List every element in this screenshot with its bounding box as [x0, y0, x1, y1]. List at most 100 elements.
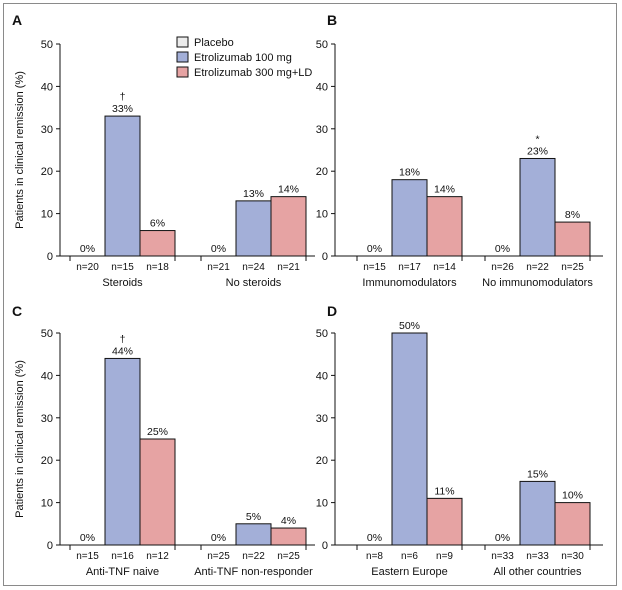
data-label: 14% — [278, 184, 299, 196]
n-label: n=33 — [526, 551, 549, 562]
significance-marker: † — [120, 333, 126, 345]
n-label: n=22 — [242, 551, 265, 562]
y-tick-label: 50 — [316, 39, 328, 51]
n-label: n=18 — [146, 262, 169, 273]
y-tick-label: 0 — [322, 251, 328, 263]
y-tick-label: 40 — [41, 81, 53, 93]
y-tick-label: 50 — [41, 328, 53, 340]
y-tick-label: 10 — [316, 498, 328, 510]
legend-swatch — [176, 36, 189, 48]
y-tick-label: 30 — [316, 413, 328, 425]
legend-label: Placebo — [194, 37, 234, 49]
category-label: Eastern Europe — [371, 566, 447, 578]
data-label: 0% — [80, 532, 95, 544]
data-label: 6% — [150, 218, 165, 230]
bar-A-0-2 — [139, 230, 176, 257]
data-label: 5% — [246, 511, 261, 523]
bar-C-0-1 — [104, 357, 141, 546]
y-tick-label: 0 — [322, 540, 328, 552]
n-label: n=21 — [277, 262, 300, 273]
bar-A-1-2 — [270, 196, 307, 257]
bar-C-1-2 — [270, 527, 307, 546]
data-label: 23% — [527, 145, 548, 157]
n-label: n=33 — [491, 551, 514, 562]
y-tick-label: 20 — [41, 455, 53, 467]
category-label: No steroids — [226, 277, 282, 289]
data-label: 25% — [147, 426, 168, 438]
data-label: 0% — [367, 532, 382, 544]
n-label: n=26 — [491, 262, 514, 273]
significance-marker: * — [535, 133, 539, 145]
n-label: n=15 — [111, 262, 134, 273]
category-label: All other countries — [493, 566, 582, 578]
n-label: n=17 — [398, 262, 421, 273]
panel-letter-A: A — [12, 12, 22, 28]
n-label: n=16 — [111, 551, 134, 562]
y-tick-label: 30 — [41, 124, 53, 136]
legend-swatch — [176, 66, 189, 78]
bar-D-0-2 — [426, 497, 463, 546]
n-label: n=9 — [436, 551, 453, 562]
y-tick-label: 40 — [41, 370, 53, 382]
n-label: n=8 — [366, 551, 383, 562]
y-tick-label: 10 — [41, 209, 53, 221]
panel-letter-C: C — [12, 303, 22, 319]
y-tick-label: 50 — [41, 39, 53, 51]
bar-B-1-2 — [554, 221, 591, 257]
y-tick-label: 20 — [316, 166, 328, 178]
category-label: Anti-TNF naive — [86, 566, 159, 578]
y-tick-label: 10 — [316, 209, 328, 221]
n-label: n=20 — [76, 262, 99, 273]
data-label: 15% — [527, 468, 548, 480]
n-label: n=15 — [76, 551, 99, 562]
y-tick-label: 40 — [316, 81, 328, 93]
n-label: n=30 — [561, 551, 584, 562]
y-tick-label: 20 — [41, 166, 53, 178]
n-label: n=25 — [207, 551, 230, 562]
bar-B-0-1 — [391, 179, 428, 257]
n-label: n=25 — [561, 262, 584, 273]
y-tick-label: 0 — [47, 540, 53, 552]
panel-letter-D: D — [327, 303, 337, 319]
data-label: 33% — [112, 103, 133, 115]
bar-C-0-2 — [139, 438, 176, 546]
bar-A-1-1 — [235, 200, 272, 257]
data-label: 50% — [399, 320, 420, 332]
y-tick-label: 50 — [316, 328, 328, 340]
bar-D-0-1 — [391, 332, 428, 546]
y-axis-label: Patients in clinical remission (%) — [14, 360, 26, 518]
panel-letter-B: B — [327, 12, 337, 28]
n-label: n=25 — [277, 551, 300, 562]
legend-label: Etrolizumab 300 mg+LD — [194, 67, 312, 79]
significance-marker: † — [120, 91, 126, 103]
category-label: Anti-TNF non-responder — [194, 566, 313, 578]
legend-swatch — [176, 51, 189, 63]
data-label: 18% — [399, 167, 420, 179]
data-label: 0% — [211, 243, 226, 255]
data-label: 14% — [434, 184, 455, 196]
y-axis-label: Patients in clinical remission (%) — [14, 71, 26, 229]
n-label: n=21 — [207, 262, 230, 273]
y-tick-label: 30 — [316, 124, 328, 136]
y-tick-label: 40 — [316, 370, 328, 382]
data-label: 0% — [495, 532, 510, 544]
y-tick-label: 30 — [41, 413, 53, 425]
data-label: 0% — [495, 243, 510, 255]
data-label: 11% — [434, 485, 454, 497]
category-label: Steroids — [102, 277, 143, 289]
n-label: n=12 — [146, 551, 169, 562]
n-label: n=14 — [433, 262, 456, 273]
data-label: 44% — [112, 345, 133, 357]
data-label: 10% — [562, 490, 583, 502]
y-tick-label: 20 — [316, 455, 328, 467]
data-label: 0% — [80, 243, 95, 255]
bar-D-1-2 — [554, 502, 591, 546]
data-label: 8% — [565, 209, 580, 221]
n-label: n=6 — [401, 551, 418, 562]
data-label: 13% — [243, 188, 264, 200]
bar-B-1-1 — [519, 157, 556, 257]
category-label: No immunomodulators — [482, 277, 593, 289]
data-label: 0% — [211, 532, 226, 544]
data-label: 4% — [281, 515, 296, 527]
